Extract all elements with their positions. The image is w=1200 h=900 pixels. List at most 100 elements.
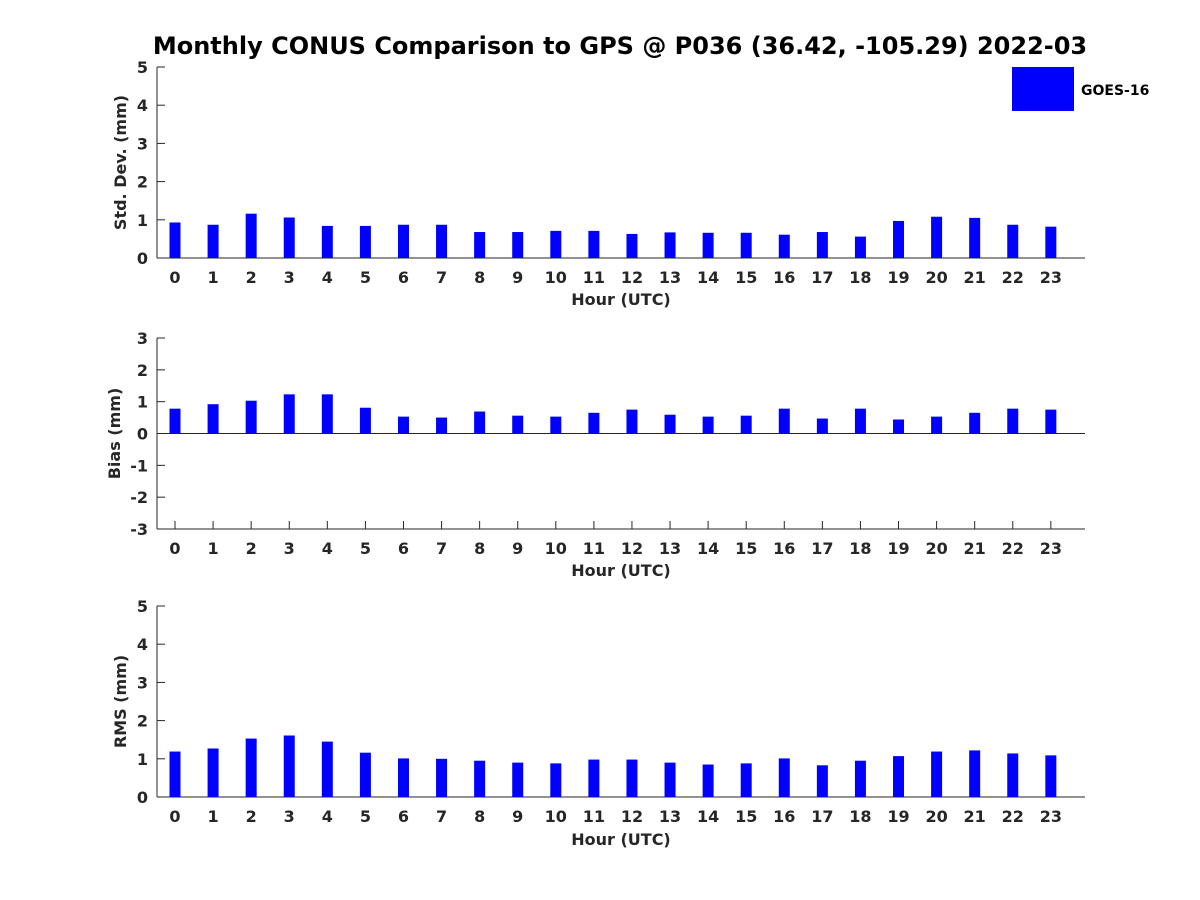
y-axis-label: RMS (mm) xyxy=(111,655,130,748)
x-tick-label: 21 xyxy=(964,807,986,826)
y-tick-label: 1 xyxy=(137,750,148,769)
x-tick-label: 17 xyxy=(811,268,833,287)
legend-label: GOES-16 xyxy=(1081,83,1149,99)
x-tick-label: 6 xyxy=(398,807,409,826)
x-tick-label: 8 xyxy=(474,539,485,558)
x-tick-label: 5 xyxy=(360,807,371,826)
bar xyxy=(550,416,562,434)
bar xyxy=(436,417,448,434)
x-tick-label: 10 xyxy=(545,539,567,558)
x-tick-label: 21 xyxy=(964,539,986,558)
x-tick-label: 15 xyxy=(735,807,757,826)
y-tick-label: -2 xyxy=(130,488,148,507)
y-axis-label: Bias (mm) xyxy=(105,388,124,480)
x-tick-label: 12 xyxy=(621,539,643,558)
x-tick-label: 0 xyxy=(169,268,180,287)
bar xyxy=(1007,408,1019,434)
bar xyxy=(854,760,866,797)
bar xyxy=(283,735,295,797)
x-axis-label: Hour (UTC) xyxy=(571,830,671,849)
bar xyxy=(436,224,448,258)
y-tick-label: 5 xyxy=(137,597,148,616)
bar xyxy=(702,232,714,258)
x-tick-label: 10 xyxy=(545,807,567,826)
bar xyxy=(931,416,943,434)
x-tick-label: 20 xyxy=(925,539,947,558)
figure-title: Monthly CONUS Comparison to GPS @ P036 (… xyxy=(153,32,1087,60)
bar xyxy=(550,230,562,258)
x-tick-label: 9 xyxy=(512,268,523,287)
x-tick-label: 14 xyxy=(697,807,719,826)
x-tick-label: 19 xyxy=(887,807,909,826)
bar xyxy=(169,222,181,258)
bar xyxy=(778,408,790,434)
x-tick-label: 15 xyxy=(735,268,757,287)
bar xyxy=(245,738,257,797)
x-tick-label: 18 xyxy=(849,539,871,558)
bar xyxy=(359,752,371,797)
bar xyxy=(512,762,524,797)
bar xyxy=(588,759,600,797)
x-tick-label: 5 xyxy=(360,539,371,558)
x-tick-label: 15 xyxy=(735,539,757,558)
bar xyxy=(321,225,333,258)
bar xyxy=(359,407,371,434)
x-tick-label: 1 xyxy=(208,807,219,826)
y-tick-label: 2 xyxy=(137,173,148,192)
x-tick-label: 13 xyxy=(659,539,681,558)
x-tick-label: 21 xyxy=(964,268,986,287)
bar xyxy=(969,750,981,797)
bar xyxy=(436,758,448,797)
bar xyxy=(893,220,905,258)
bar xyxy=(626,759,638,797)
bar xyxy=(245,400,257,434)
bar xyxy=(169,751,181,797)
x-axis-label: Hour (UTC) xyxy=(571,290,671,309)
x-tick-label: 11 xyxy=(583,539,605,558)
legend-swatch xyxy=(1012,67,1074,111)
bar xyxy=(931,751,943,797)
bar xyxy=(740,232,752,258)
x-tick-label: 7 xyxy=(436,539,447,558)
bar xyxy=(207,404,219,434)
bar xyxy=(588,412,600,434)
x-tick-label: 2 xyxy=(246,539,257,558)
bar xyxy=(969,217,981,258)
y-tick-label: 1 xyxy=(137,211,148,230)
bar xyxy=(893,419,905,434)
bar xyxy=(626,409,638,434)
x-tick-label: 14 xyxy=(697,539,719,558)
x-tick-label: 10 xyxy=(545,268,567,287)
x-tick-label: 1 xyxy=(208,539,219,558)
x-tick-label: 13 xyxy=(659,268,681,287)
x-tick-label: 17 xyxy=(811,539,833,558)
bar xyxy=(512,415,524,434)
bar xyxy=(1007,753,1019,797)
x-tick-label: 6 xyxy=(398,268,409,287)
bar xyxy=(1045,226,1057,258)
bar xyxy=(1007,224,1019,258)
bar xyxy=(512,232,524,258)
x-tick-label: 9 xyxy=(512,807,523,826)
bar xyxy=(550,763,562,797)
x-tick-label: 2 xyxy=(246,807,257,826)
x-tick-label: 3 xyxy=(284,268,295,287)
x-tick-label: 14 xyxy=(697,268,719,287)
bar xyxy=(1045,755,1057,797)
bar xyxy=(702,416,714,434)
bar xyxy=(816,418,828,434)
x-tick-label: 16 xyxy=(773,539,795,558)
x-tick-label: 19 xyxy=(887,268,909,287)
legend: GOES-16 xyxy=(1012,67,1149,111)
x-tick-label: 13 xyxy=(659,807,681,826)
bar xyxy=(626,233,638,258)
x-tick-label: 5 xyxy=(360,268,371,287)
bar xyxy=(854,236,866,258)
bar xyxy=(397,224,409,258)
bar xyxy=(474,760,486,797)
x-tick-label: 20 xyxy=(925,807,947,826)
